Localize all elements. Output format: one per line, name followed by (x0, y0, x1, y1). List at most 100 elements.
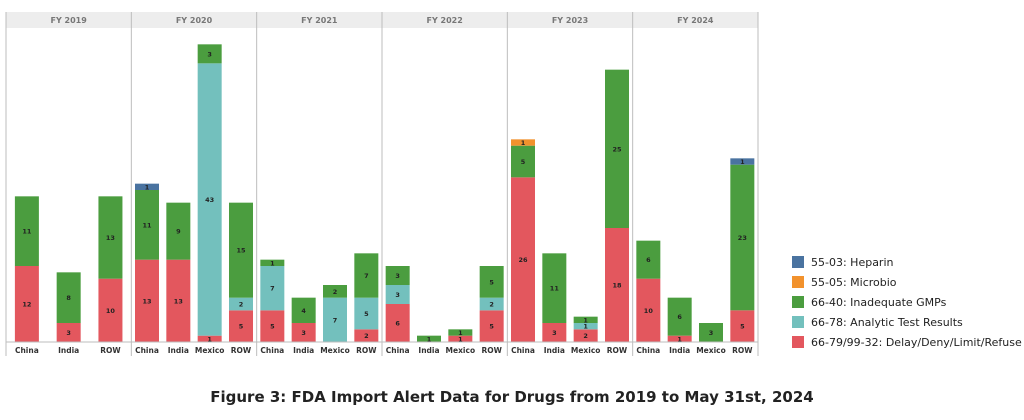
segment-label: 1 (583, 316, 588, 324)
legend-swatch (792, 316, 804, 328)
bar-segment (354, 297, 379, 330)
bar-segment (197, 63, 222, 336)
segment-label: 23 (738, 234, 747, 242)
bar-segment (573, 316, 598, 323)
bar-segment (605, 228, 629, 342)
segment-label: 1 (270, 259, 275, 267)
bar-segment (699, 323, 723, 342)
legend-label: 66-78: Analytic Test Results (811, 316, 963, 329)
segment-label: 2 (239, 301, 244, 309)
bar-segment (135, 183, 159, 190)
segment-label: 5 (364, 310, 369, 318)
bar-segment (479, 297, 504, 311)
bar-segment (98, 278, 123, 342)
category-label: Mexico (320, 346, 350, 355)
segment-label: 13 (142, 297, 151, 305)
segment-label: 11 (142, 221, 152, 229)
legend-label: 55-05: Microbio (811, 276, 897, 289)
category-label: India (418, 346, 439, 355)
segment-label: 10 (106, 307, 116, 315)
bar-segment (135, 259, 159, 342)
bar-segment (605, 69, 629, 229)
bar-segment (197, 335, 222, 342)
bar-segment (667, 297, 692, 336)
segment-label: 12 (22, 301, 31, 309)
bar-segment (511, 177, 535, 342)
segment-label: 11 (550, 285, 560, 293)
legend-label: 66-40: Inadequate GMPs (811, 296, 947, 309)
category-label: China (511, 346, 535, 355)
bar-segment (14, 196, 39, 266)
category-label: China (135, 346, 159, 355)
bar-segment (730, 310, 755, 342)
bar-segment (229, 297, 253, 311)
segment-label: 5 (489, 278, 494, 286)
bar-segment (542, 323, 567, 342)
bar-segment (14, 266, 39, 342)
bar-segment (385, 304, 410, 342)
bar-segment (730, 158, 755, 165)
bar-segment (56, 272, 81, 323)
bar-segment (636, 240, 661, 279)
bar-segment (479, 310, 504, 342)
bar-segment (479, 266, 504, 298)
bar-segment (417, 335, 441, 342)
segment-label: 2 (583, 332, 588, 340)
bar-segment (385, 266, 410, 285)
category-label: ROW (356, 346, 377, 355)
segment-label: 2 (489, 301, 494, 309)
bar-segment (291, 323, 316, 342)
bar-segment (448, 335, 473, 342)
segment-label: 1 (207, 335, 212, 343)
bar-segment (323, 285, 347, 298)
bar-segment (56, 323, 81, 342)
segment-label: 3 (207, 50, 212, 58)
category-label: India (544, 346, 565, 355)
segment-label: 11 (22, 228, 32, 236)
category-label: India (669, 346, 690, 355)
legend-label: 55-03: Heparin (811, 256, 894, 269)
bar-segment (354, 329, 379, 342)
segment-label: 43 (205, 196, 214, 204)
segment-label: 1 (521, 139, 526, 147)
segment-label: 1 (583, 323, 588, 331)
category-label: China (260, 346, 284, 355)
panel-title: FY 2022 (427, 16, 463, 25)
segment-label: 1 (677, 335, 682, 343)
category-label: China (15, 346, 39, 355)
segment-label: 3 (301, 329, 306, 337)
bar-segment (573, 323, 598, 330)
segment-label: 6 (395, 320, 400, 328)
panel-title: FY 2020 (176, 16, 213, 25)
category-label: ROW (100, 346, 121, 355)
bar-segment (323, 297, 347, 342)
segment-label: 2 (364, 332, 369, 340)
bar-segment (98, 196, 123, 279)
segment-label: 3 (395, 272, 400, 280)
segment-label: 13 (106, 234, 115, 242)
segment-label: 1 (740, 158, 745, 166)
segment-label: 9 (176, 228, 181, 236)
bar-segment (291, 297, 316, 323)
bar-segment (260, 259, 285, 266)
figure-caption: Figure 3: FDA Import Alert Data for Drug… (210, 388, 814, 406)
panel-title: FY 2024 (677, 16, 714, 25)
category-label: Mexico (195, 346, 225, 355)
bar-segment (166, 259, 191, 342)
bar-segment (511, 145, 535, 178)
segment-label: 5 (521, 158, 526, 166)
segment-label: 6 (677, 313, 682, 321)
segment-label: 26 (518, 256, 528, 264)
segment-label: 5 (239, 323, 244, 331)
segment-label: 4 (301, 307, 306, 315)
bar-segment (730, 164, 755, 311)
category-label: ROW (732, 346, 753, 355)
category-label: China (386, 346, 410, 355)
bar-segment (260, 266, 285, 311)
category-label: China (636, 346, 660, 355)
legend-swatch (792, 256, 804, 268)
bar-segment (229, 202, 253, 298)
segment-label: 8 (66, 294, 71, 302)
bar-segment (229, 310, 253, 342)
